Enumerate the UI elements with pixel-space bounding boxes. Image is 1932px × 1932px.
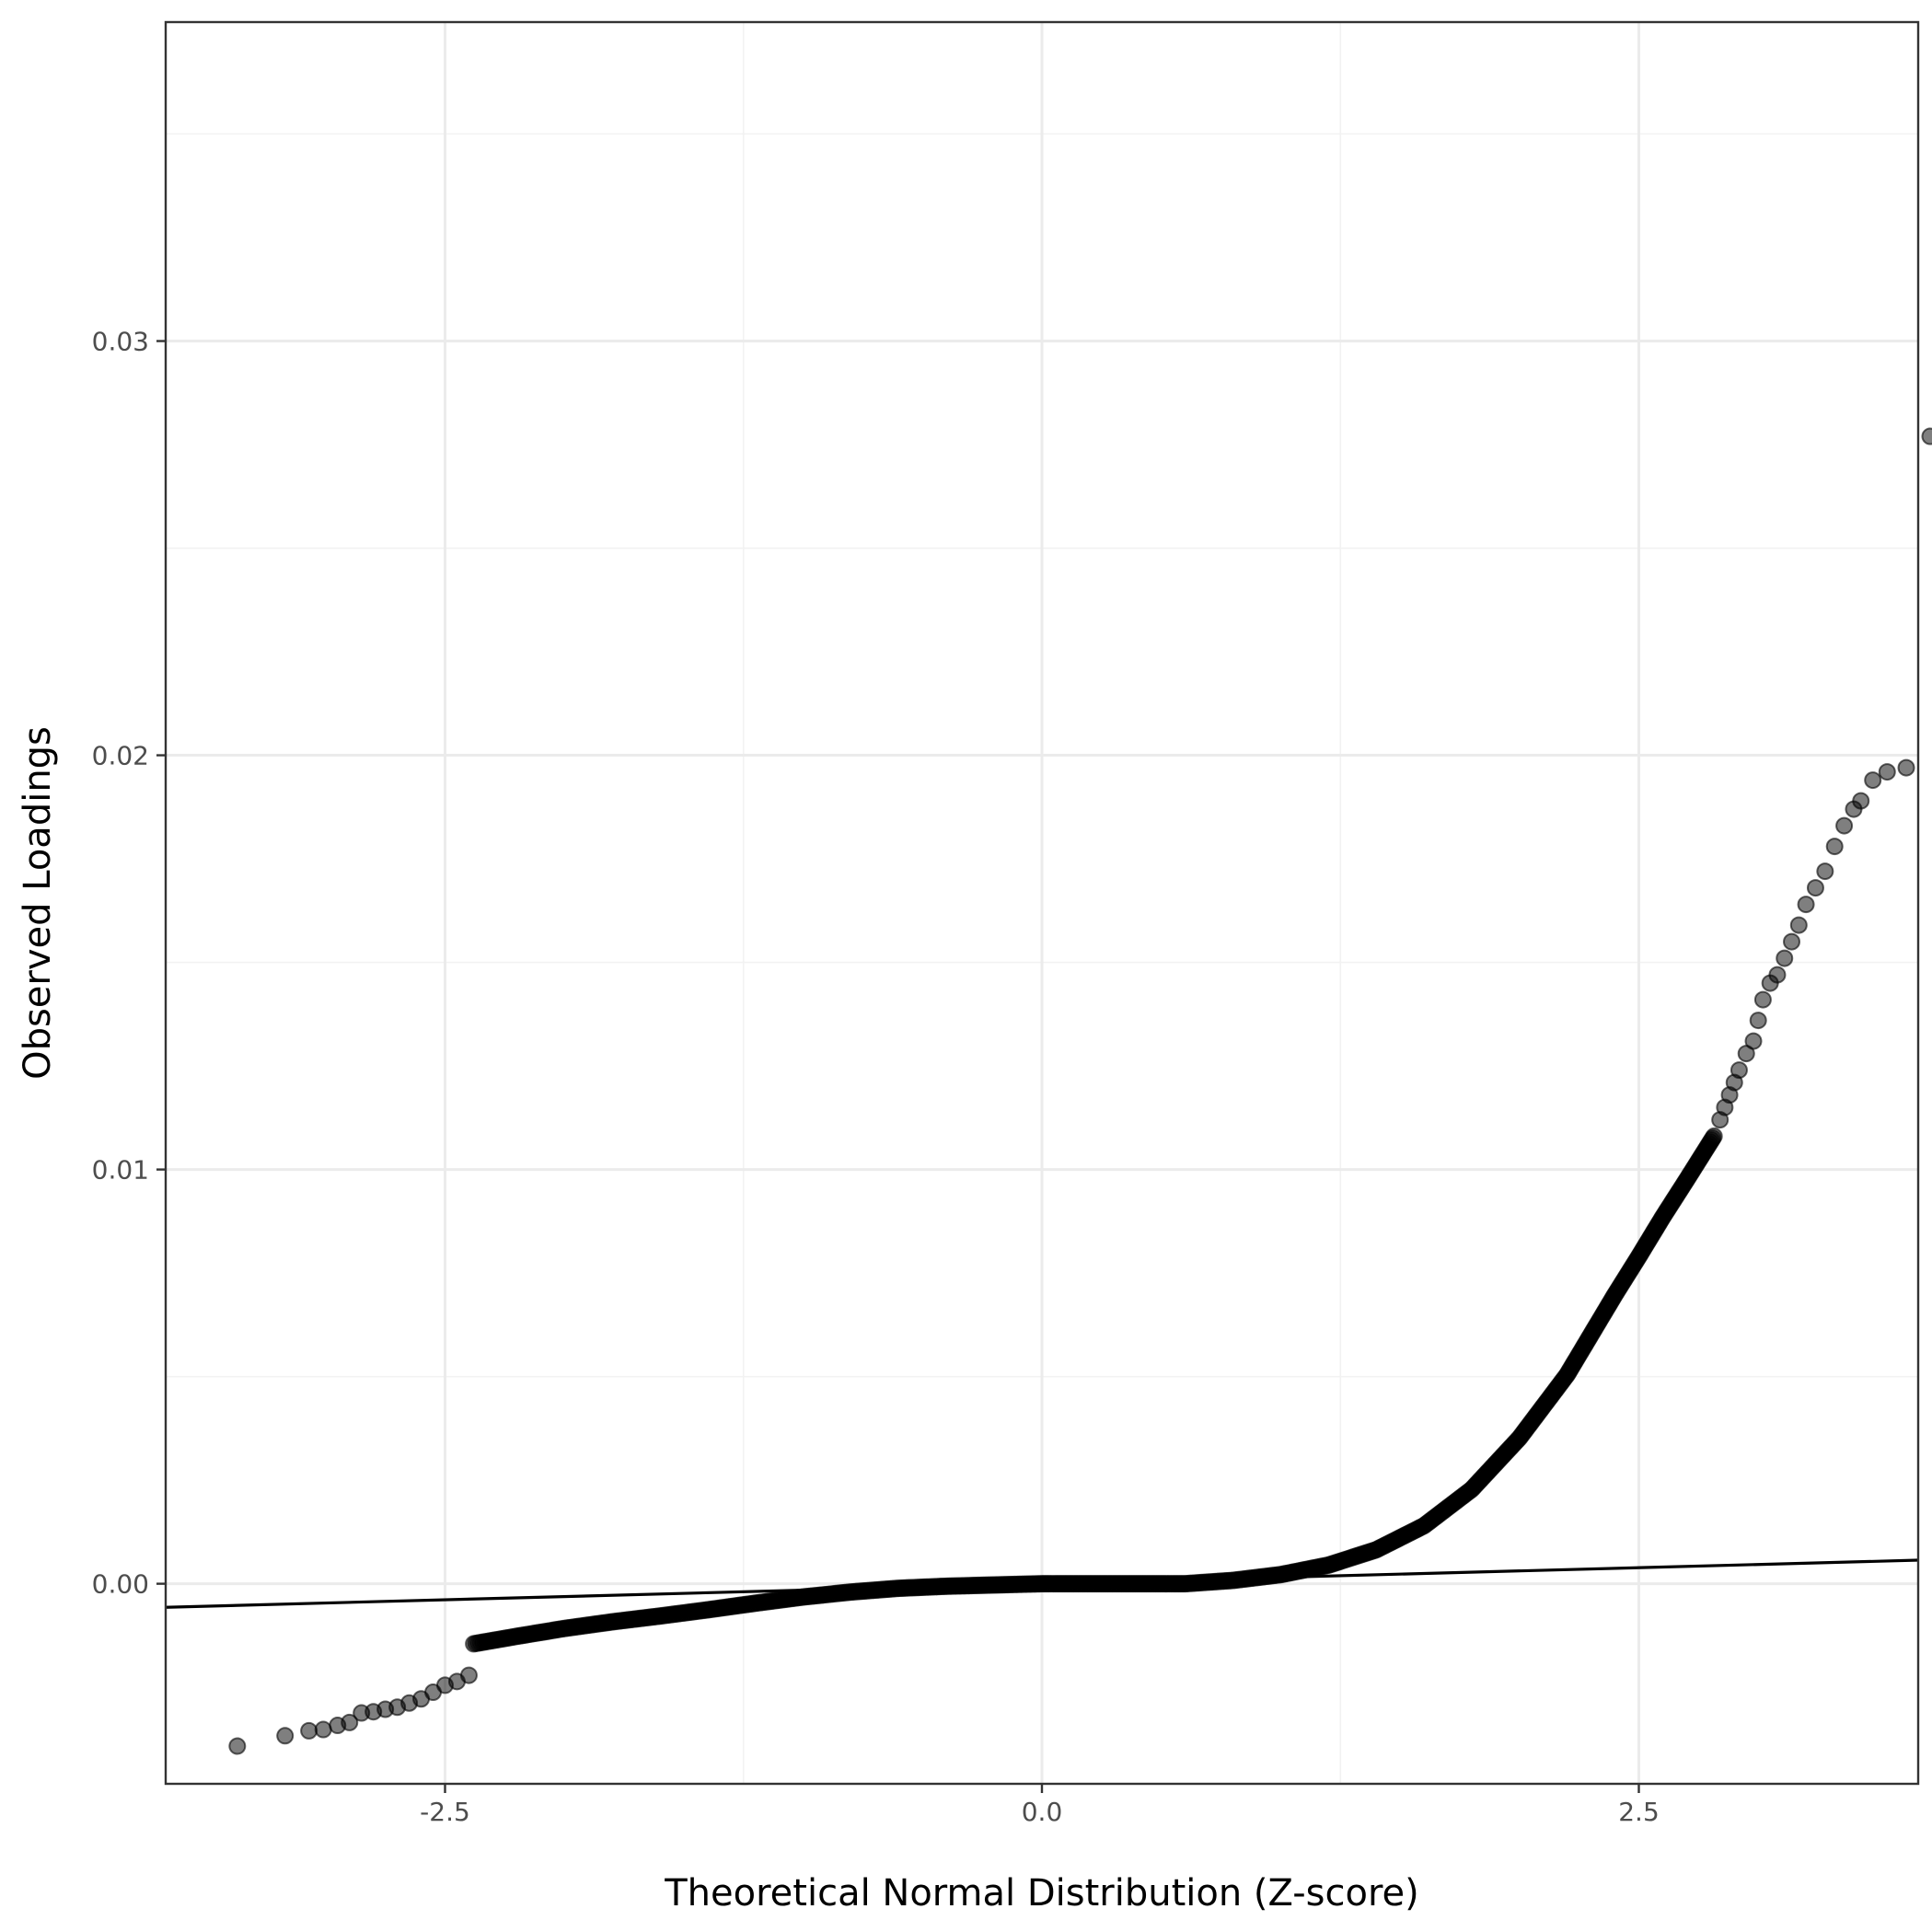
y-axis-title: Observed Loadings	[17, 726, 59, 1080]
data-point	[1749, 1012, 1767, 1030]
grid-layer	[166, 22, 1918, 1784]
x-tick-label: 0.0	[1022, 1797, 1063, 1827]
data-point	[1835, 816, 1854, 835]
y-tick-label: 0.01	[92, 1155, 149, 1186]
data-point	[1852, 792, 1870, 810]
y-tick-label: 0.00	[92, 1569, 149, 1600]
y-tick-label: 0.02	[92, 741, 149, 771]
data-point	[314, 1720, 332, 1739]
data-point	[1816, 862, 1834, 881]
data-point	[1730, 1061, 1748, 1080]
data-point	[1878, 763, 1896, 781]
x-tick-label: 2.5	[1618, 1797, 1660, 1827]
data-point	[1797, 896, 1815, 914]
data-point	[1705, 1127, 1723, 1145]
data-point	[1864, 771, 1882, 790]
data-point	[1921, 427, 1932, 445]
x-axis-title: Theoretical Normal Distribution (Z-score…	[664, 1872, 1419, 1915]
data-point	[1897, 758, 1915, 777]
data-point	[341, 1713, 359, 1731]
data-point	[1783, 932, 1801, 951]
data-point	[276, 1727, 295, 1745]
tick-layer: -2.5 0.0 2.5 0.00 0.01 0.02 0.03	[92, 327, 1660, 1827]
points-layer	[228, 427, 1932, 1755]
y-tick-label: 0.03	[92, 327, 149, 357]
data-point	[459, 1666, 478, 1684]
data-point	[1789, 916, 1808, 934]
data-point	[1753, 990, 1772, 1009]
data-point	[1744, 1032, 1763, 1050]
data-point	[300, 1721, 318, 1740]
x-tick-label: -2.5	[420, 1797, 470, 1827]
data-point	[228, 1737, 247, 1755]
data-point	[1825, 838, 1844, 856]
data-point	[1806, 879, 1824, 897]
data-point	[1776, 949, 1794, 967]
data-point	[1768, 966, 1787, 984]
